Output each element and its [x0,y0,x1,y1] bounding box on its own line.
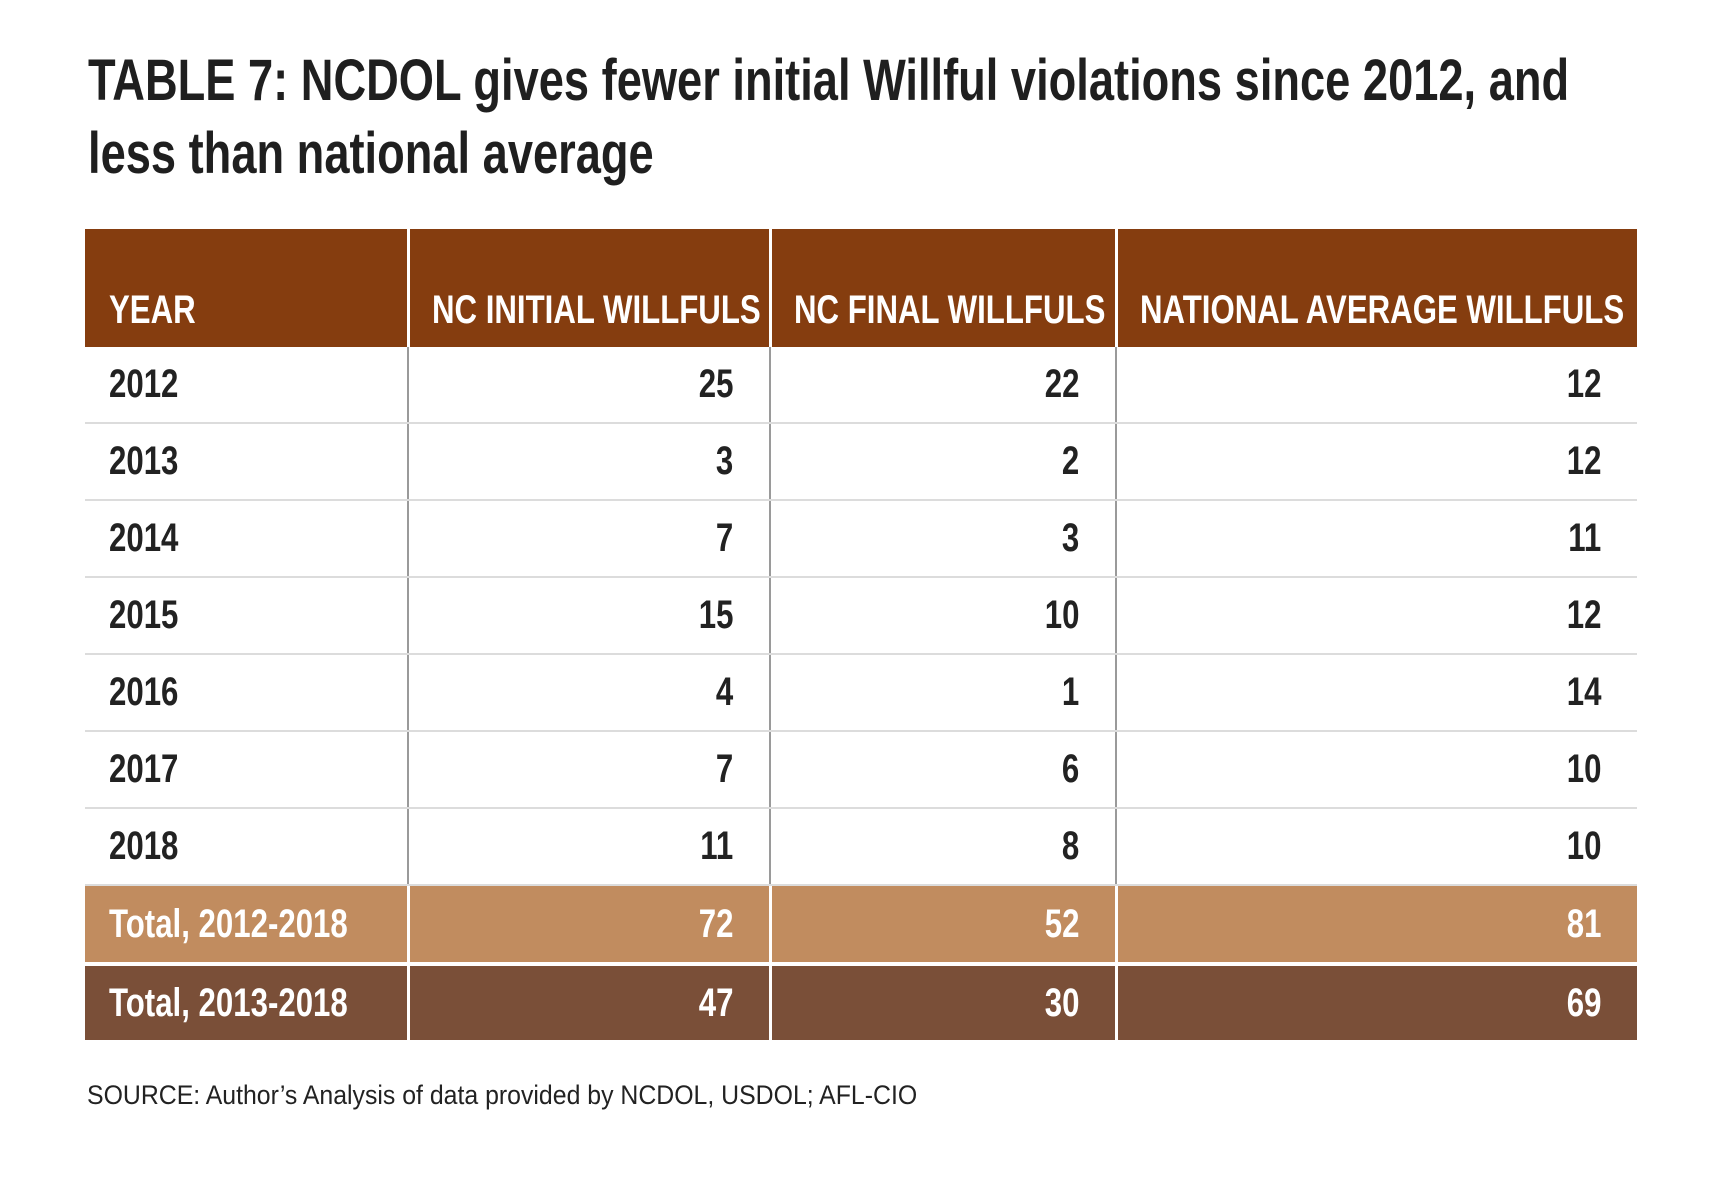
table-cell: 11 [1115,501,1637,576]
table-cell: 69 [1115,966,1637,1040]
table-row: 2013 3 2 12 [85,424,1637,501]
table-cell: 10 [1115,809,1637,884]
table-cell: 10 [1115,732,1637,807]
cell-text: 7 [715,516,733,560]
table-cell: 3 [769,501,1115,576]
cell-text: Total, 2013-2018 [109,980,348,1025]
table-cell: 72 [407,886,769,962]
table-cell: 2016 [85,655,407,730]
table-body: 2012 25 22 12 2013 3 2 12 2014 7 3 11 2015 15 10 12 2016… [85,347,1637,886]
cell-text: 3 [1061,516,1079,560]
table-cell: 47 [407,966,769,1040]
cell-text: 2 [1061,439,1079,483]
total1-row: Total, 2012-2018 72 52 81 [85,886,1637,962]
cell-text: 4 [715,670,733,714]
table-cell: 10 [769,578,1115,653]
table-cell: 2013 [85,424,407,499]
table-title: TABLE 7: NCDOL gives fewer initial Willf… [88,48,1570,186]
table-cell: 2012 [85,347,407,422]
cell-text: 2017 [109,747,179,791]
cell-text: 52 [1044,901,1079,946]
cell-text: 25 [698,362,733,406]
cell-text: 3 [715,439,733,483]
table-cell: 14 [1115,655,1637,730]
cell-text: 2012 [109,362,179,406]
table-cell: 11 [407,809,769,884]
table-cell: 22 [769,347,1115,422]
cell-text: 81 [1566,901,1601,946]
table-cell: 2015 [85,578,407,653]
table-cell: 52 [769,886,1115,962]
table-cell: 3 [407,424,769,499]
cell-text: 2013 [109,439,179,483]
table-totals: Total, 2012-2018 72 52 81 Total, 2013-2018 47… [85,886,1637,1040]
header-cell-year: YEAR [109,288,196,332]
table-cell: 6 [769,732,1115,807]
cell-text: 7 [715,747,733,791]
cell-text: 69 [1566,980,1601,1025]
cell-text: 8 [1061,824,1079,868]
cell-text: 12 [1566,362,1601,406]
table-row: 2014 7 3 11 [85,501,1637,578]
table-row: 2015 15 10 12 [85,578,1637,655]
table-cell: 2 [769,424,1115,499]
willful-violations-table: YEAR NC INITIAL WILLFULS NC FINAL WILLFU… [85,229,1637,1040]
table-cell: 1 [769,655,1115,730]
header-cell-nc-final: NC FINAL WILLFULS [769,229,1115,347]
cell-text: 10 [1566,747,1601,791]
table-cell: 15 [407,578,769,653]
cell-text: 12 [1566,593,1601,637]
cell-text: 30 [1044,980,1079,1025]
header-cell-nc-initial: NC INITIAL WILLFULS [407,229,769,347]
cell-text: 22 [1044,362,1079,406]
table-row: 2016 4 1 14 [85,655,1637,732]
table-cell: 7 [407,732,769,807]
table-cell: 7 [407,501,769,576]
cell-text: 10 [1044,593,1079,637]
source-note: SOURCE: Author’s Analysis of data provid… [87,1080,918,1110]
table-row: 2018 11 8 10 [85,809,1637,886]
table-header-row: YEAR NC INITIAL WILLFULS NC FINAL WILLFU… [85,229,1637,347]
cell-text: 1 [1061,670,1079,714]
cell-text: 10 [1566,824,1601,868]
table-cell: 12 [1115,424,1637,499]
table-row: 2017 7 6 10 [85,732,1637,809]
table-cell: 12 [1115,578,1637,653]
table-cell: 8 [769,809,1115,884]
table-cell: 2018 [85,809,407,884]
table-cell: 4 [407,655,769,730]
table-cell: 81 [1115,886,1637,962]
cell-text: 14 [1566,670,1601,714]
total2-row: Total, 2013-2018 47 30 69 [85,966,1637,1040]
table-cell: 25 [407,347,769,422]
table-cell: Total, 2013-2018 [85,966,407,1040]
table-cell: 2017 [85,732,407,807]
header-cell-national-average: NATIONAL AVERAGE WILLFULS [1115,229,1637,347]
table-row: 2012 25 22 12 [85,347,1637,424]
cell-text: 11 [700,824,733,868]
cell-text: 2015 [109,593,179,637]
table-cell: Total, 2012-2018 [85,886,407,962]
cell-text: 2014 [109,516,179,560]
cell-text: 15 [698,593,733,637]
cell-text: 2016 [109,670,179,714]
cell-text: 47 [698,980,733,1025]
table-cell: 2014 [85,501,407,576]
cell-text: 72 [698,901,733,946]
cell-text: 11 [1568,516,1601,560]
cell-text: 6 [1061,747,1079,791]
table-cell: 12 [1115,347,1637,422]
cell-text: 2018 [109,824,179,868]
table-cell: 30 [769,966,1115,1040]
cell-text: Total, 2012-2018 [109,901,348,946]
cell-text: 12 [1566,439,1601,483]
